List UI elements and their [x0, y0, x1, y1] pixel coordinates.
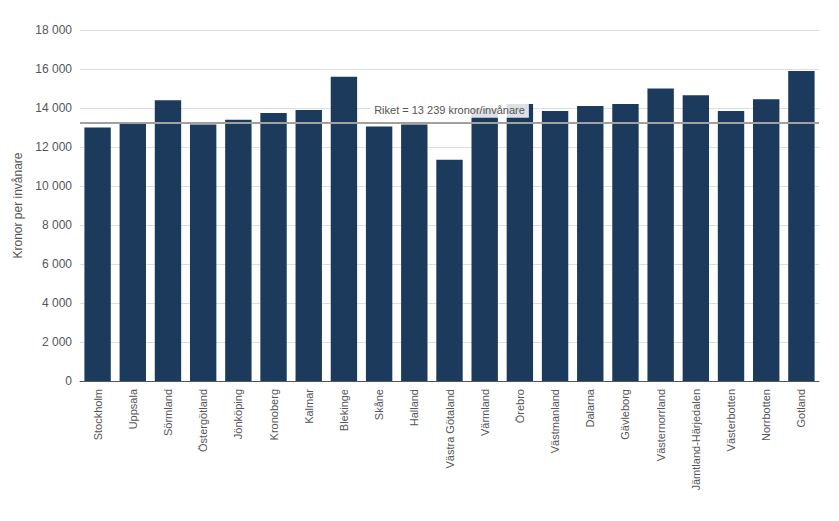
svg-text:16 000: 16 000	[35, 62, 72, 76]
svg-text:Stockholm: Stockholm	[92, 389, 104, 440]
svg-text:Gävleborg: Gävleborg	[619, 389, 631, 440]
svg-text:10 000: 10 000	[35, 179, 72, 193]
svg-text:Kalmar: Kalmar	[303, 389, 315, 424]
svg-text:Jämtland-Härjedalen: Jämtland-Härjedalen	[690, 389, 702, 491]
svg-text:8 000: 8 000	[42, 218, 72, 232]
svg-text:Värmland: Värmland	[479, 389, 491, 436]
svg-text:Östergötland: Östergötland	[197, 389, 209, 452]
svg-text:Riket = 13 239 kronor/invånare: Riket = 13 239 kronor/invånare	[374, 104, 525, 116]
svg-text:Jönköping: Jönköping	[232, 389, 244, 439]
svg-text:Örebro: Örebro	[514, 389, 526, 423]
svg-text:Norrbotten: Norrbotten	[760, 389, 772, 441]
svg-text:2 000: 2 000	[42, 335, 72, 349]
svg-text:14 000: 14 000	[35, 101, 72, 115]
svg-text:18 000: 18 000	[35, 23, 72, 37]
svg-text:Kronoberg: Kronoberg	[268, 389, 280, 440]
svg-text:12 000: 12 000	[35, 140, 72, 154]
svg-text:0: 0	[65, 374, 72, 388]
svg-text:4 000: 4 000	[42, 296, 72, 310]
svg-text:Gotland: Gotland	[795, 389, 807, 428]
svg-text:Halland: Halland	[408, 389, 420, 426]
svg-text:Kronor per invånare: Kronor per invånare	[11, 152, 25, 258]
svg-text:Blekinge: Blekinge	[338, 389, 350, 431]
svg-text:Skåne: Skåne	[373, 389, 385, 420]
svg-text:6 000: 6 000	[42, 257, 72, 271]
svg-text:Västernorrland: Västernorrland	[655, 389, 667, 461]
svg-text:Sörmland: Sörmland	[162, 389, 174, 436]
svg-text:Västerbotten: Västerbotten	[725, 389, 737, 451]
svg-text:Västmanland: Västmanland	[549, 389, 561, 453]
svg-text:Uppsala: Uppsala	[127, 388, 139, 429]
svg-text:Dalarna: Dalarna	[584, 388, 596, 427]
svg-text:Västra Götaland: Västra Götaland	[444, 389, 456, 469]
